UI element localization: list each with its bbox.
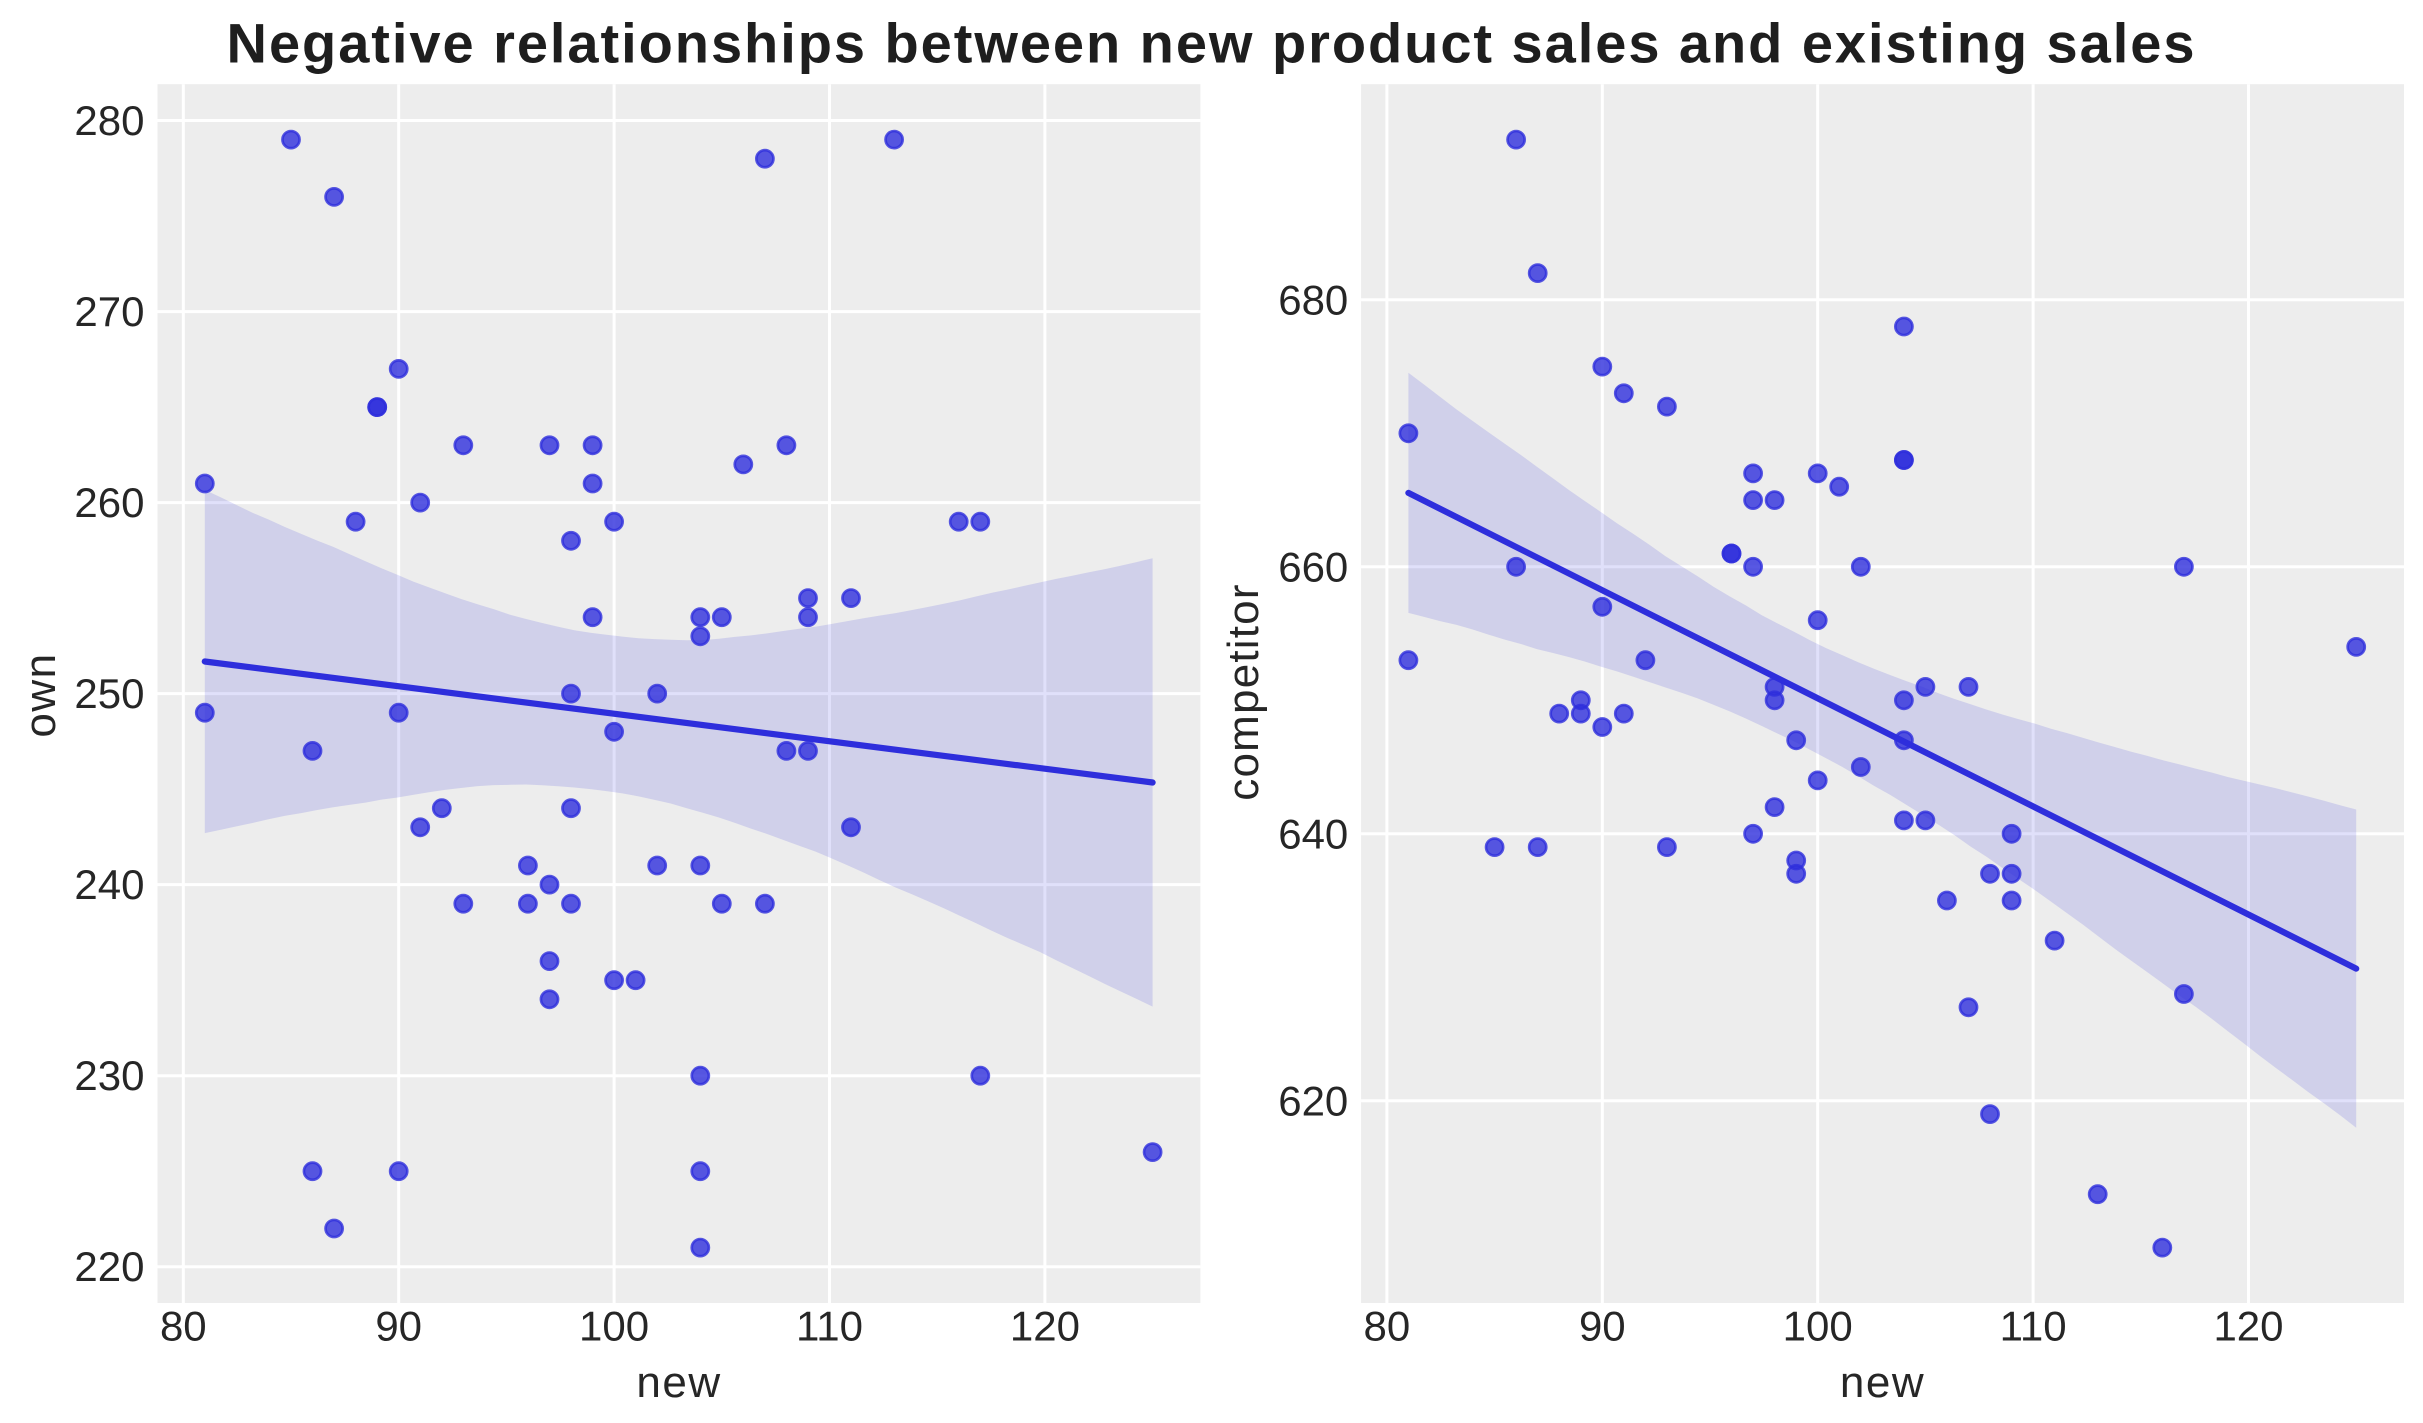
svg-text:80: 80	[1364, 1303, 1411, 1350]
svg-text:260: 260	[74, 479, 144, 526]
svg-text:640: 640	[1278, 810, 1348, 857]
svg-text:110: 110	[2000, 1303, 2067, 1350]
svg-text:680: 680	[1278, 276, 1348, 323]
svg-text:240: 240	[74, 861, 144, 908]
svg-text:100: 100	[579, 1303, 649, 1350]
svg-text:Negative relationships between: Negative relationships between new produ…	[227, 12, 2197, 75]
svg-text:100: 100	[1783, 1303, 1853, 1350]
svg-text:120: 120	[2213, 1303, 2283, 1350]
svg-text:competitor: competitor	[1219, 583, 1268, 800]
svg-text:120: 120	[1010, 1303, 1080, 1350]
svg-text:80: 80	[160, 1303, 207, 1350]
svg-text:270: 270	[74, 288, 144, 335]
svg-text:250: 250	[74, 670, 144, 717]
svg-text:230: 230	[74, 1052, 144, 1099]
svg-text:90: 90	[375, 1303, 422, 1350]
svg-text:110: 110	[796, 1303, 863, 1350]
svg-text:220: 220	[74, 1243, 144, 1290]
svg-text:new: new	[1840, 1358, 1925, 1407]
svg-text:620: 620	[1278, 1077, 1348, 1124]
svg-text:own: own	[16, 652, 65, 737]
svg-text:90: 90	[1579, 1303, 1626, 1350]
svg-text:280: 280	[74, 97, 144, 144]
svg-text:new: new	[636, 1358, 721, 1407]
svg-text:660: 660	[1278, 543, 1348, 590]
